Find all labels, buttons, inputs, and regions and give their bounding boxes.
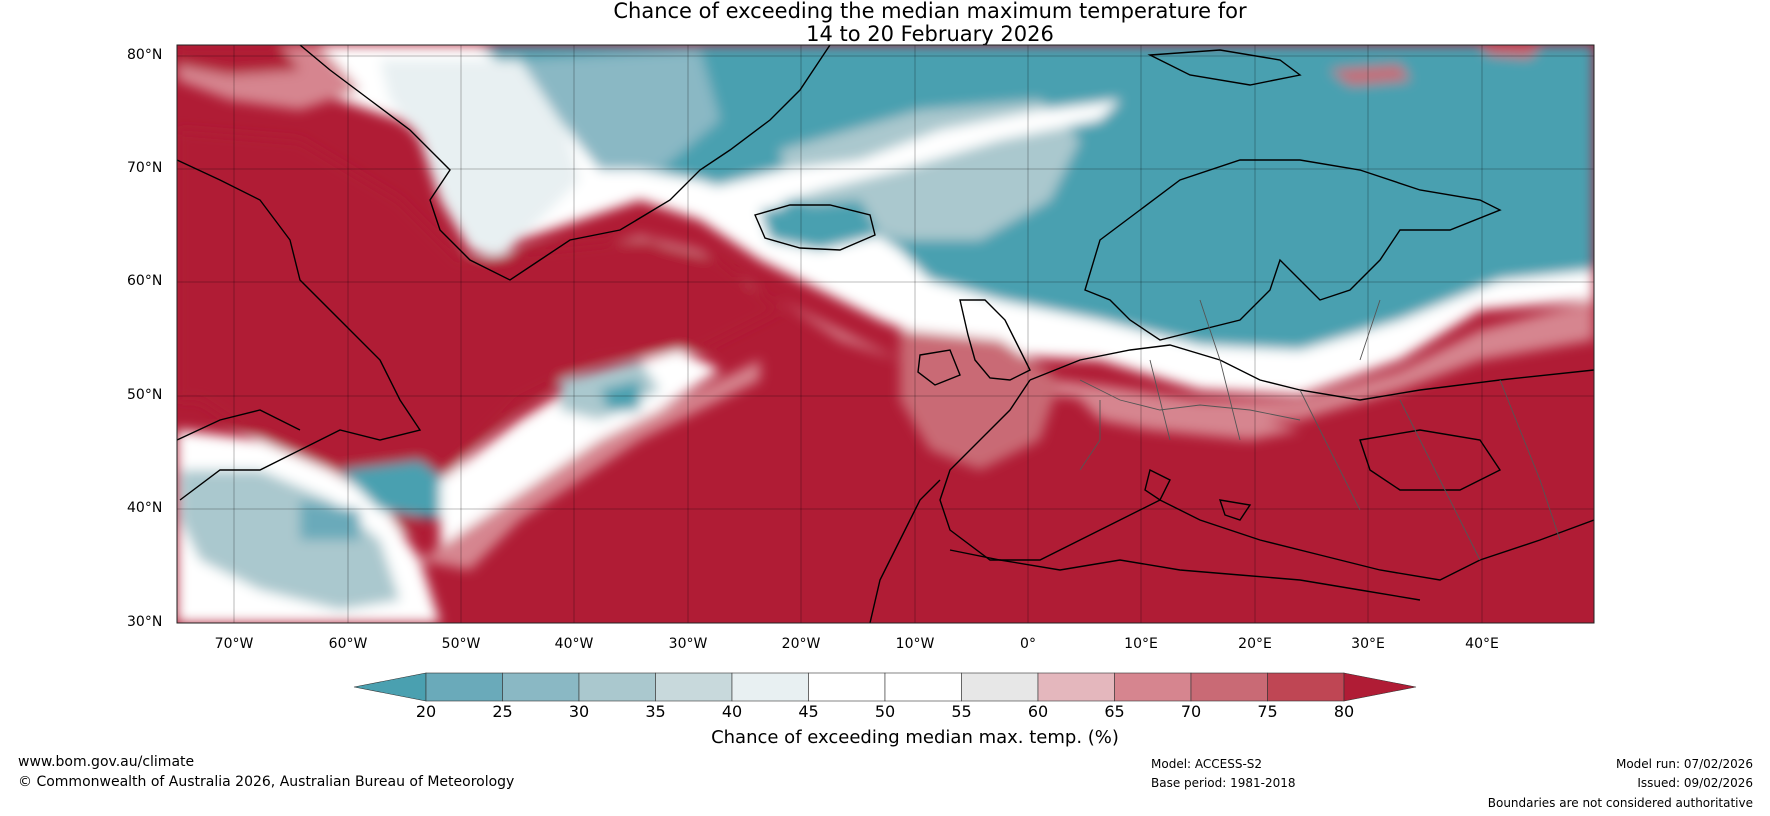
colorbar-segment <box>502 672 580 702</box>
lon-label-50w: 50°W <box>441 636 481 652</box>
colorbar-tick-label: 25 <box>492 702 513 721</box>
footer-base-period: Base period: 1981-2018 <box>1151 776 1296 790</box>
colorbar-tick-label: 35 <box>645 702 666 721</box>
lat-label-40n: 40°N <box>127 500 163 516</box>
colorbar-tick-label: 80 <box>1333 702 1355 721</box>
colorbar-tick-label: 45 <box>798 702 819 721</box>
colorbar-segment <box>655 672 733 702</box>
country-borders <box>1079 299 1561 561</box>
footer-website: www.bom.gov.au/climate <box>18 754 195 770</box>
lon-label-10e: 10°E <box>1124 636 1158 652</box>
footer-issued: Issued: 09/02/2026 <box>1637 776 1753 790</box>
colorbar-tick-label: 30 <box>568 702 590 721</box>
colorbar-segment <box>808 672 886 702</box>
lon-label-30e: 30°E <box>1351 636 1385 652</box>
lon-label-20e: 20°E <box>1238 636 1272 652</box>
lat-label-70n: 70°N <box>127 160 163 176</box>
colorbar-segment <box>731 672 809 702</box>
colorbar-extend-low <box>353 672 427 702</box>
colorbar-segment <box>1190 672 1268 702</box>
colorbar-label: Chance of exceeding median max. temp. (%… <box>711 727 1119 748</box>
colorbar-tick-label: 55 <box>951 702 972 721</box>
lon-label-40w: 40°W <box>554 636 594 652</box>
colorbar-segment <box>884 672 962 702</box>
coastlines <box>177 45 1594 623</box>
colorbar-segment <box>425 672 503 702</box>
lat-label-30n: 30°N <box>127 614 163 630</box>
colorbar-tick-label: 20 <box>415 702 437 721</box>
footer-copyright: © Commonwealth of Australia 2026, Austra… <box>18 774 515 790</box>
colorbar-tick-label: 50 <box>874 702 896 721</box>
map-frame <box>176 44 1595 624</box>
lon-label-40e: 40°E <box>1465 636 1499 652</box>
colorbar-segment <box>578 672 656 702</box>
colorbar-segment <box>961 672 1039 702</box>
colorbar-segment <box>1267 672 1345 702</box>
lon-label-10w: 10°W <box>895 636 935 652</box>
footer-model-run: Model run: 07/02/2026 <box>1615 757 1753 771</box>
colorbar-segment <box>1114 672 1192 702</box>
footer-disclaimer: Boundaries are not considered authoritat… <box>1487 796 1753 810</box>
graticule <box>177 45 1594 623</box>
colorbar <box>353 672 1417 702</box>
lat-label-60n: 60°N <box>127 273 163 289</box>
colorbar-tick-label: 65 <box>1104 702 1125 721</box>
colorbar-tick-label: 70 <box>1180 702 1202 721</box>
colorbar-tick-label: 60 <box>1027 702 1049 721</box>
title-line-2: 14 to 20 February 2026 <box>806 22 1054 46</box>
lon-label-0: 0° <box>1020 636 1036 652</box>
colorbar-segment <box>1037 672 1115 702</box>
lat-label-50n: 50°N <box>127 387 163 403</box>
map-field <box>177 45 1594 623</box>
lon-label-70w: 70°W <box>214 636 254 652</box>
footer-model: Model: ACCESS-S2 <box>1151 757 1263 771</box>
lon-label-60w: 60°W <box>328 636 368 652</box>
colorbar-tick-label: 75 <box>1257 702 1278 721</box>
lat-label-80n: 80°N <box>127 47 163 63</box>
lon-label-30w: 30°W <box>668 636 708 652</box>
colorbar-extend-high <box>1343 672 1417 702</box>
title-line-1: Chance of exceeding the median maximum t… <box>613 0 1247 23</box>
lon-label-20w: 20°W <box>781 636 821 652</box>
colorbar-tick-label: 40 <box>721 702 743 721</box>
